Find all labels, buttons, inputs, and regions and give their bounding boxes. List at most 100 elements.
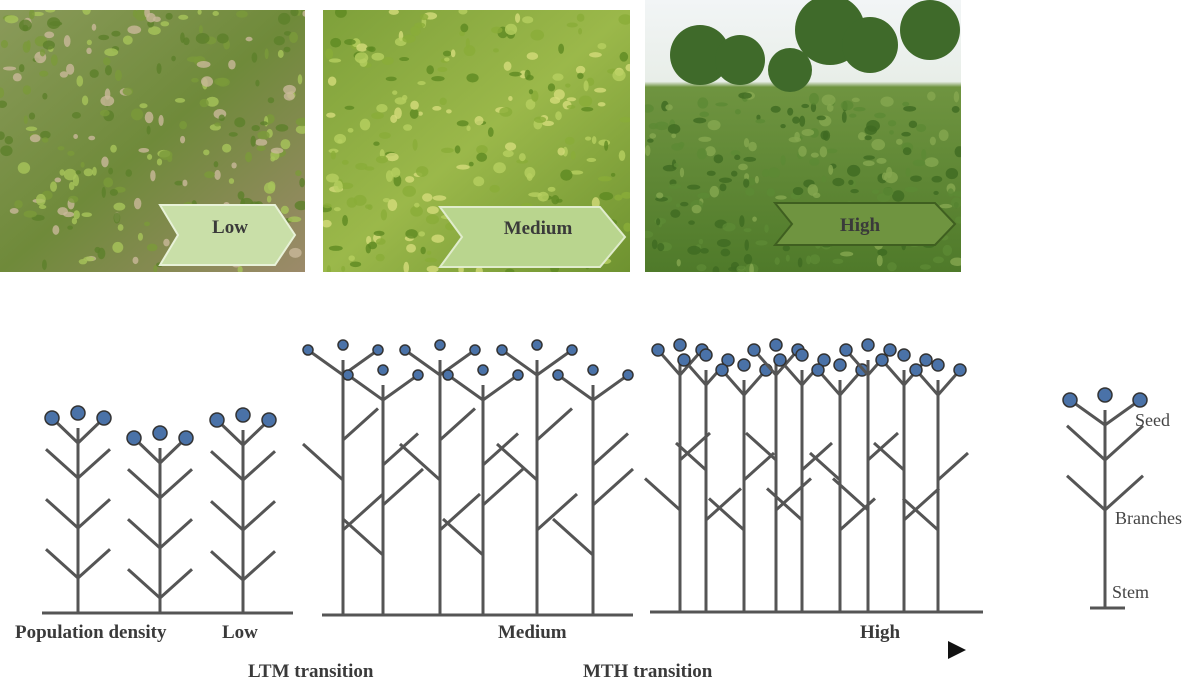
seed: [883, 343, 897, 357]
leaf: [144, 221, 150, 227]
leaf: [283, 31, 292, 36]
leaf: [103, 57, 111, 66]
seed: [1132, 392, 1148, 408]
branch: [591, 467, 635, 507]
seed: [747, 343, 761, 357]
leaf: [736, 265, 746, 272]
leaf: [691, 204, 702, 214]
branch: [592, 373, 629, 402]
leaf: [454, 145, 461, 154]
leaf: [748, 141, 757, 152]
leaf: [437, 66, 448, 73]
seed: [552, 369, 564, 381]
leaf: [82, 10, 91, 15]
leaf: [180, 32, 185, 43]
leaf: [424, 257, 438, 263]
leaf: [158, 114, 164, 127]
leaf: [251, 125, 260, 132]
branch: [1065, 424, 1107, 462]
leaf: [146, 153, 153, 160]
leaf: [718, 177, 732, 183]
leaf: [214, 169, 221, 181]
leaf: [40, 130, 51, 139]
leaf: [734, 154, 741, 160]
leaf: [799, 115, 806, 127]
leaf: [0, 100, 8, 109]
texture: [0, 10, 305, 272]
leaf: [371, 112, 384, 120]
branch: [44, 498, 80, 530]
leaf: [385, 170, 394, 182]
leaf: [848, 179, 854, 186]
leaf: [597, 176, 612, 182]
seed: [909, 363, 923, 377]
leaf: [245, 151, 253, 163]
leaf: [863, 155, 875, 160]
branch: [341, 407, 380, 442]
photo-label: Medium: [504, 218, 573, 239]
leaf: [947, 188, 954, 197]
leaf: [349, 261, 362, 268]
leaf: [619, 51, 629, 62]
leaf: [819, 146, 828, 158]
leaf: [583, 80, 589, 92]
leaf: [679, 167, 685, 178]
leaf: [604, 140, 609, 151]
branch: [44, 548, 80, 580]
leaf: [290, 10, 299, 17]
leaf: [402, 34, 416, 43]
leaf: [356, 43, 368, 52]
seed: [496, 344, 508, 356]
leaf: [255, 79, 260, 87]
leaf: [542, 120, 554, 127]
leaf: [474, 116, 484, 126]
leaf: [103, 177, 114, 188]
leaf: [67, 150, 75, 156]
seed: [337, 339, 349, 351]
leaf: [887, 262, 897, 272]
leaf: [326, 173, 339, 183]
leaf: [418, 231, 426, 237]
leaf: [439, 97, 447, 106]
leaf: [570, 170, 584, 175]
leaf: [565, 83, 571, 88]
branch: [557, 373, 594, 402]
leaf: [951, 197, 961, 209]
leaf: [419, 13, 429, 21]
leaf: [410, 205, 423, 217]
leaf: [195, 33, 210, 44]
leaf: [295, 117, 305, 127]
leaf: [832, 258, 844, 264]
leaf: [275, 124, 289, 132]
leaf: [619, 116, 630, 123]
leaf: [42, 92, 48, 100]
seed: [919, 353, 933, 367]
transition-label: MTH transition: [583, 661, 713, 680]
leaf: [73, 134, 78, 140]
leaf: [502, 150, 514, 158]
leaf: [775, 195, 787, 200]
leaf: [610, 172, 616, 177]
leaf: [297, 74, 303, 85]
leaf: [853, 106, 866, 112]
leaf: [531, 90, 539, 102]
leaf: [57, 207, 68, 216]
leaf: [518, 153, 526, 162]
leaf: [743, 137, 750, 148]
leaf: [250, 135, 256, 147]
leaf: [270, 147, 284, 154]
leaf: [245, 36, 253, 42]
leaf: [782, 244, 790, 252]
leaf: [696, 148, 707, 160]
leaf: [755, 119, 766, 124]
leaf: [354, 52, 369, 64]
leaf: [67, 225, 73, 230]
leaf: [14, 200, 23, 209]
leaf: [71, 112, 81, 119]
leaf: [446, 109, 452, 114]
leaf: [231, 162, 237, 169]
leaf: [738, 92, 752, 99]
leaf: [524, 69, 531, 80]
leaf: [289, 247, 302, 258]
leaf: [406, 243, 416, 253]
